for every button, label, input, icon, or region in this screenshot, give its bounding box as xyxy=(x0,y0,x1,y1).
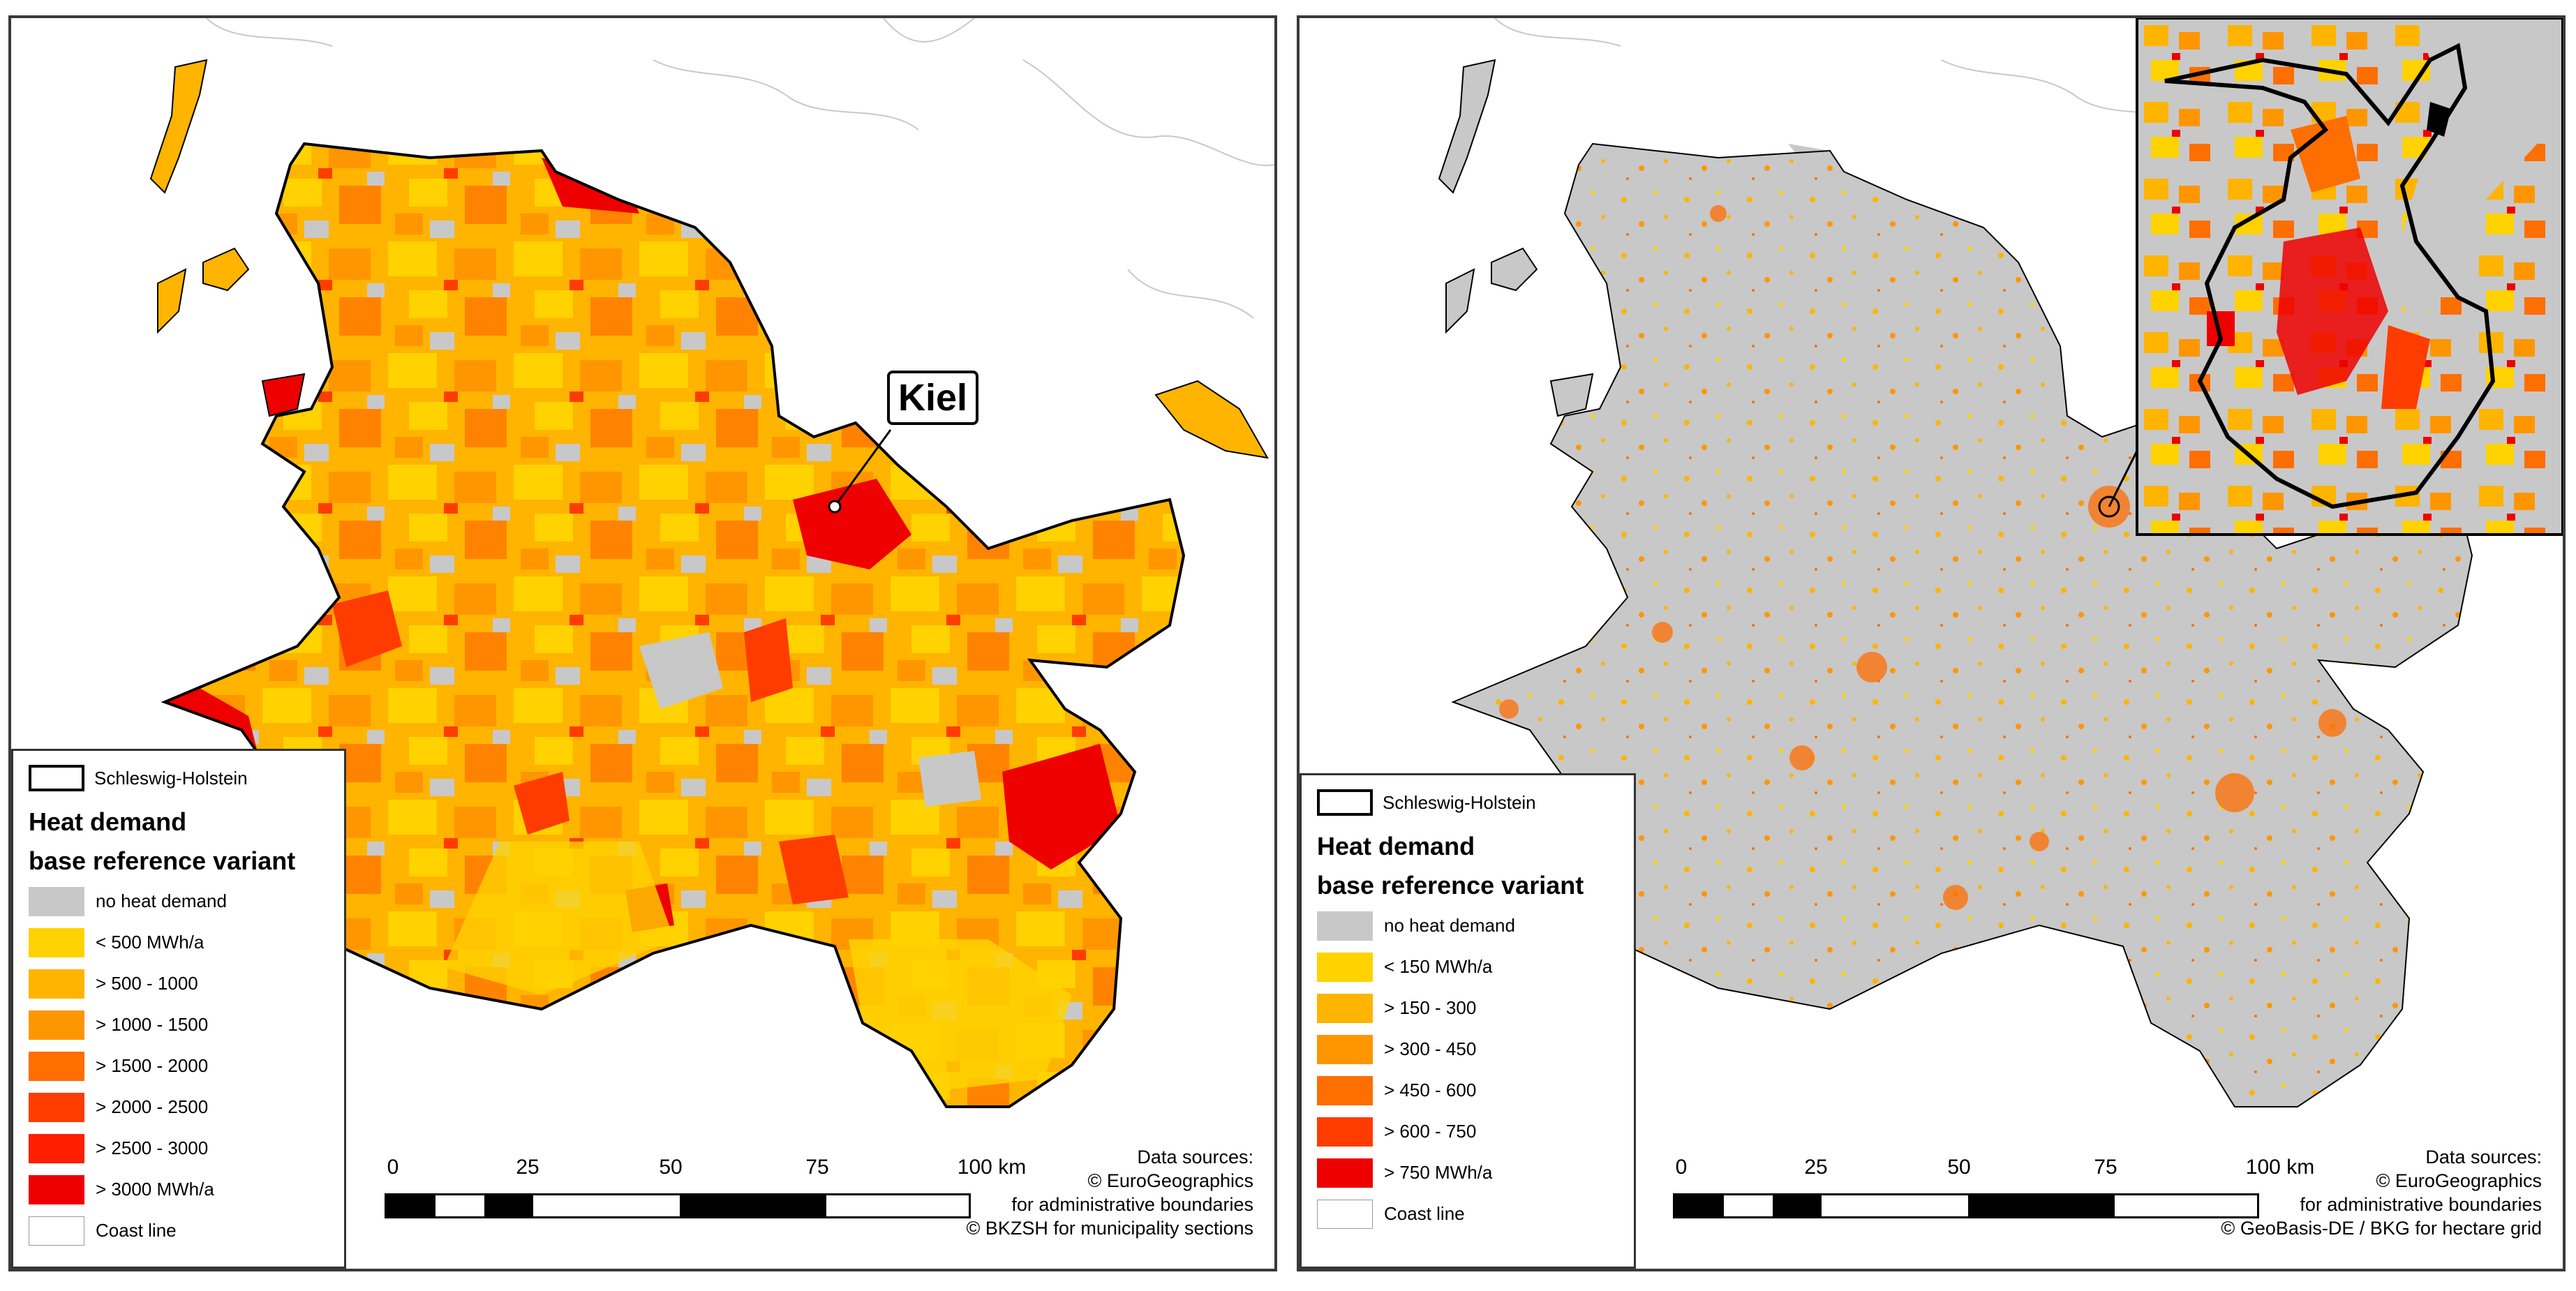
left-map-panel: Kiel Schleswig-Holstein Heat demand base… xyxy=(8,15,1277,1271)
scale-tick-label: 50 xyxy=(659,1156,683,1179)
legend-label: < 150 MWh/a xyxy=(1384,956,1493,977)
legend-label: > 150 - 300 xyxy=(1384,997,1477,1018)
coast-swatch xyxy=(1317,1199,1373,1229)
legend-swatch xyxy=(29,1051,84,1081)
legend-title-line1: Heat demand xyxy=(29,807,187,836)
legend-title-line2: base reference variant xyxy=(1317,871,1584,900)
legend-item: > 750 MWh/a xyxy=(1317,1152,1618,1193)
legend-label: > 300 - 450 xyxy=(1384,1038,1477,1059)
legend-title-line2: base reference variant xyxy=(29,846,296,875)
legend-swatch xyxy=(29,886,84,916)
sources-line: for administrative boundaries xyxy=(2300,1194,2542,1215)
legend-item: > 150 - 300 xyxy=(1317,987,1618,1029)
legend-swatch xyxy=(29,1133,84,1163)
right-data-sources: Data sources: © EuroGeographics for admi… xyxy=(2221,1145,2542,1240)
legend-item: > 450 - 600 xyxy=(1317,1070,1618,1111)
legend-label: > 2000 - 2500 xyxy=(96,1096,209,1117)
legend-swatch xyxy=(1317,911,1373,941)
scale-tick-label: 50 xyxy=(1947,1156,1971,1179)
boundary-label: Schleswig-Holstein xyxy=(94,767,248,789)
legend-item: > 2500 - 3000 xyxy=(29,1128,329,1169)
legend-label: < 500 MWh/a xyxy=(96,932,204,953)
scale-tick-label: 75 xyxy=(2094,1156,2117,1179)
legend-label: > 500 - 1000 xyxy=(96,973,198,994)
legend-label: no heat demand xyxy=(96,890,227,911)
legend-item: > 600 - 750 xyxy=(1317,1111,1618,1152)
sources-line: © GeoBasis-DE / BKG for hectare grid xyxy=(2221,1218,2542,1239)
legend-swatch xyxy=(1317,1034,1373,1064)
legend-label: > 2500 - 3000 xyxy=(96,1137,209,1158)
legend-item: < 150 MWh/a xyxy=(1317,946,1618,987)
legend-swatch xyxy=(29,927,84,957)
coast-label: Coast line xyxy=(1384,1203,1465,1224)
legend-item: > 1500 - 2000 xyxy=(29,1045,329,1087)
scale-tick-label: 0 xyxy=(387,1156,399,1179)
legend-item: no heat demand xyxy=(1317,905,1618,946)
legend-item: > 2000 - 2500 xyxy=(29,1087,329,1128)
legend-boundary-item: Schleswig-Holstein xyxy=(1317,789,1618,816)
sources-line: © EuroGeographics xyxy=(1087,1170,1253,1191)
scale-tick-label: 100 km xyxy=(2245,1156,2315,1179)
legend-label: > 600 - 750 xyxy=(1384,1121,1477,1142)
legend-swatch xyxy=(29,1174,84,1204)
legend-item: no heat demand xyxy=(29,881,329,922)
legend-label: no heat demand xyxy=(1384,915,1515,936)
legend-swatch xyxy=(29,969,84,999)
scale-tick-label: 25 xyxy=(516,1156,539,1179)
right-scale-bar: 0 25 50 75 100 km xyxy=(1673,1156,2314,1239)
legend-label: > 3000 MWh/a xyxy=(96,1179,214,1200)
scale-tick-label: 25 xyxy=(1804,1156,1828,1179)
left-heat-map xyxy=(149,18,1274,1108)
legend-item: > 3000 MWh/a xyxy=(29,1169,329,1210)
sources-line: © BKZSH for municipality sections xyxy=(966,1218,1253,1239)
kiel-inset-map xyxy=(2136,18,2563,536)
kiel-city-label: Kiel xyxy=(887,371,979,425)
right-map-panel: Schleswig-Holstein Heat demand base refe… xyxy=(1297,15,2566,1271)
legend-label: > 1000 - 1500 xyxy=(96,1014,209,1035)
legend-swatch xyxy=(29,1092,84,1122)
left-legend: Schleswig-Holstein Heat demand base refe… xyxy=(11,749,346,1269)
scale-tick-label: 100 km xyxy=(957,1156,1027,1179)
coast-swatch xyxy=(29,1216,84,1246)
legend-coast-item: Coast line xyxy=(1317,1193,1618,1234)
legend-item: < 500 MWh/a xyxy=(29,922,329,963)
legend-item: > 500 - 1000 xyxy=(29,963,329,1004)
legend-swatch xyxy=(1317,1075,1373,1105)
legend-title-line1: Heat demand xyxy=(1317,832,1475,860)
legend-label: > 1500 - 2000 xyxy=(96,1055,209,1076)
legend-swatch xyxy=(1317,993,1373,1023)
boundary-label: Schleswig-Holstein xyxy=(1383,791,1536,813)
left-data-sources: Data sources: © EuroGeographics for admi… xyxy=(966,1145,1253,1240)
boundary-swatch xyxy=(29,765,84,791)
right-legend: Schleswig-Holstein Heat demand base refe… xyxy=(1300,773,1636,1269)
left-scale-bar: 0 25 50 75 100 km xyxy=(385,1156,1026,1239)
legend-label: > 750 MWh/a xyxy=(1384,1162,1493,1183)
sources-line: © EuroGeographics xyxy=(2376,1170,2542,1191)
sources-line: Data sources: xyxy=(2425,1147,2542,1167)
legend-label: > 450 - 600 xyxy=(1384,1080,1477,1100)
coast-label: Coast line xyxy=(96,1220,177,1241)
legend-swatch xyxy=(29,1010,84,1040)
legend-item: > 1000 - 1500 xyxy=(29,1004,329,1045)
legend-swatch xyxy=(1317,1117,1373,1147)
scale-tick-label: 75 xyxy=(805,1156,829,1179)
scale-tick-label: 0 xyxy=(1675,1156,1688,1179)
sources-line: for administrative boundaries xyxy=(1011,1194,1253,1215)
legend-swatch xyxy=(1317,1158,1373,1188)
legend-item: > 300 - 450 xyxy=(1317,1029,1618,1070)
legend-boundary-item: Schleswig-Holstein xyxy=(29,765,329,791)
legend-coast-item: Coast line xyxy=(29,1210,329,1251)
legend-swatch xyxy=(1317,952,1373,982)
sources-line: Data sources: xyxy=(1137,1147,1253,1167)
boundary-swatch xyxy=(1317,789,1373,816)
